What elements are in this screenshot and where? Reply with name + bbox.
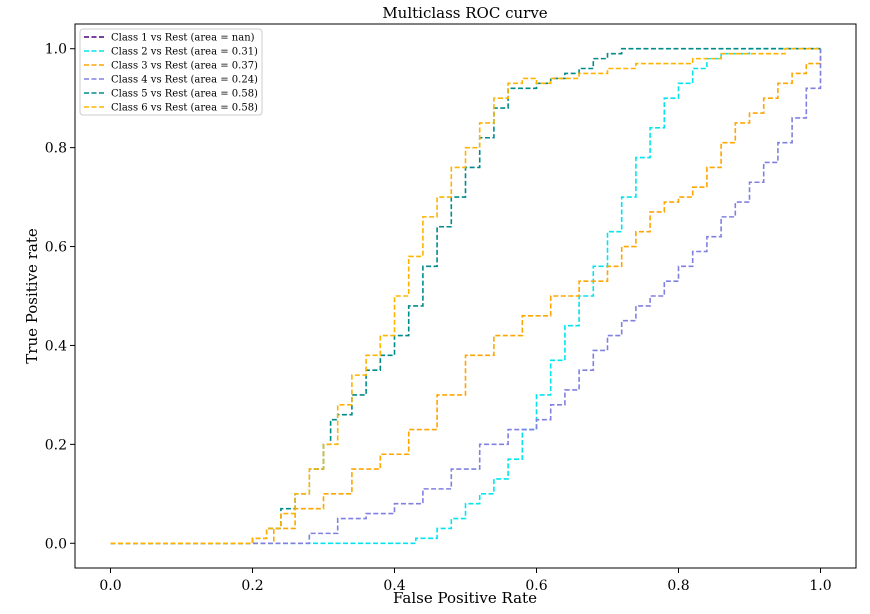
- y-tick-label: 0.8: [45, 141, 67, 157]
- legend: Class 1 vs Rest (area = nan) Class 2 vs R…: [79, 28, 263, 116]
- roc-curve-class-3: [110, 48, 822, 545]
- plot-lines: [110, 47, 822, 545]
- legend-entry-label: Class 5 vs Rest (area = 0.58): [111, 89, 258, 100]
- roc-curve-class-2: [110, 47, 821, 545]
- legend-entry-label: Class 1 vs Rest (area = nan): [111, 33, 255, 44]
- y-tick-label: 1.0: [45, 42, 67, 58]
- x-tick-label: 1.0: [809, 578, 831, 594]
- legend-entry-label: Class 3 vs Rest (area = 0.37): [111, 61, 258, 72]
- x-tick-label: 0.6: [525, 578, 547, 594]
- legend-entry-label: Class 2 vs Rest (area = 0.31): [111, 47, 258, 58]
- legend-box: [79, 28, 263, 116]
- y-tick-label: 0.2: [45, 437, 67, 453]
- roc-curve-class-6: [110, 47, 821, 545]
- x-tick-label: 0.8: [667, 578, 689, 594]
- y-tick-label: 0.6: [45, 240, 67, 256]
- legend-entry-label: Class 4 vs Rest (area = 0.24): [111, 75, 258, 86]
- plot-frame: [74, 23, 857, 569]
- y-tick-label: 0.4: [45, 338, 67, 354]
- x-tick-label: 0.4: [383, 578, 405, 594]
- legend-entry-label: Class 6 vs Rest (area = 0.58): [111, 103, 258, 114]
- x-axis-label: False Positive Rate: [393, 589, 537, 607]
- x-tick-label: 0.0: [99, 578, 121, 594]
- y-axis-label: True Positive rate: [23, 228, 41, 364]
- x-tick-label: 0.2: [241, 578, 263, 594]
- y-axis-ticks: 0.0 0.2 0.4 0.6 0.8 1.0: [45, 42, 75, 552]
- x-axis-ticks: 0.0 0.2 0.4 0.6 0.8 1.0: [99, 568, 832, 594]
- roc-curve-class-4: [110, 48, 822, 545]
- chart-title: Multiclass ROC curve: [382, 4, 547, 22]
- y-tick-label: 0.0: [45, 536, 67, 552]
